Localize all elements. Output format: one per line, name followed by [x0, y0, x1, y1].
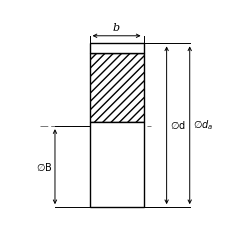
Text: $\varnothing$d: $\varnothing$d [170, 119, 185, 131]
FancyBboxPatch shape [90, 122, 144, 207]
Text: b: b [113, 23, 120, 33]
FancyBboxPatch shape [90, 44, 144, 53]
Text: $\varnothing$B: $\varnothing$B [36, 161, 52, 173]
Text: $\varnothing d_a$: $\varnothing d_a$ [192, 118, 213, 132]
FancyBboxPatch shape [90, 53, 144, 122]
